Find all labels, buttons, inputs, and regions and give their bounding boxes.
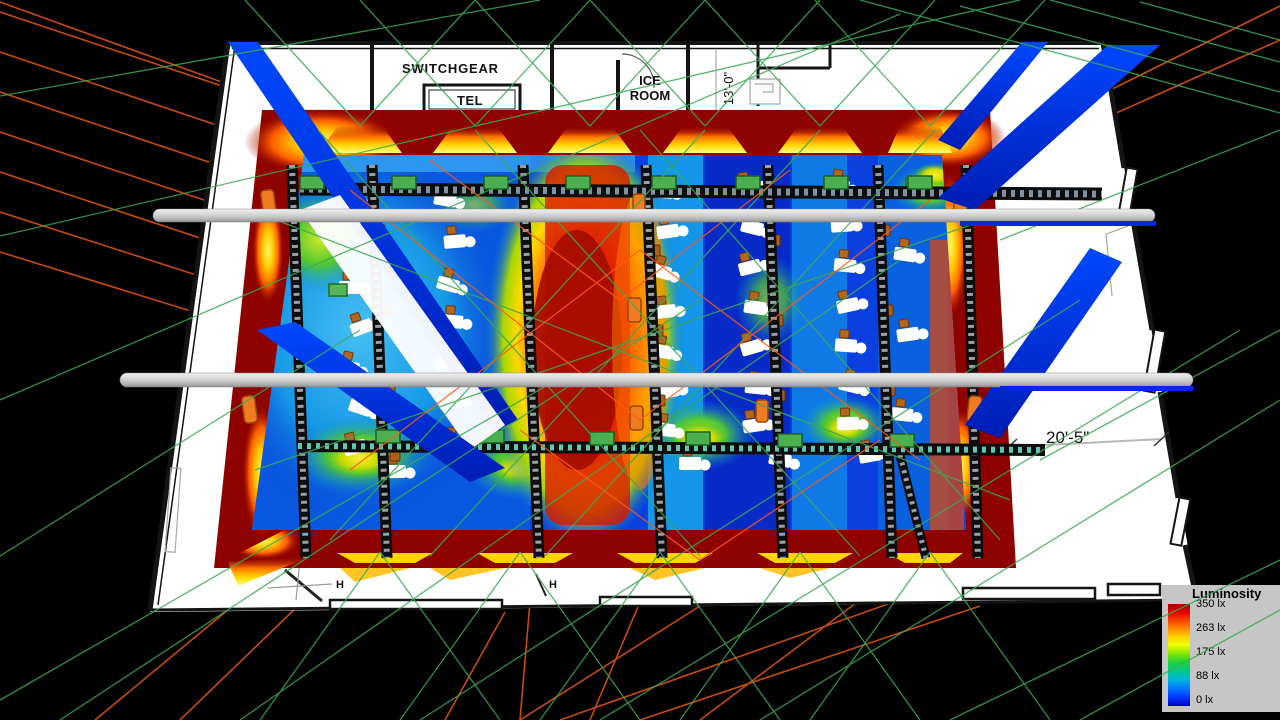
luminosity-legend: Luminosity 350 lx 263 lx 175 lx 88 lx 0 …	[1162, 585, 1280, 712]
legend-tick: 88 lx	[1196, 670, 1220, 682]
legend-tick: 0 lx	[1196, 694, 1214, 706]
room-label-switchgear: SWITCHGEAR	[402, 61, 499, 76]
legend-tick: 350 lx	[1196, 598, 1226, 610]
legend-color-scale	[1168, 604, 1190, 706]
legend-tick: 175 lx	[1196, 646, 1226, 658]
h-marker-right: H	[549, 579, 557, 591]
room-label-ice-room: ICE ROOM	[629, 73, 671, 103]
dimension-label-horizontal: 20'-5"	[1046, 428, 1090, 447]
h-marker-left: H	[336, 579, 344, 591]
dimension-label-vertical: 13'-0"	[721, 71, 737, 106]
legend-tick: 263 lx	[1196, 622, 1226, 634]
room-label-tel: TEL	[457, 93, 484, 108]
